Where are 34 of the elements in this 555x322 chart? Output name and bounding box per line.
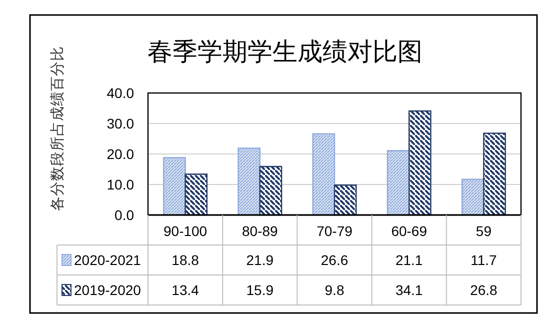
legend-label: 2019-2020 <box>74 282 142 298</box>
x-tick-label: 80-89 <box>242 223 278 239</box>
data-label: 11.7 <box>470 252 498 268</box>
bar <box>163 157 186 216</box>
y-tick-label: 0.0 <box>114 207 134 223</box>
y-tick-label: 20.0 <box>106 146 134 162</box>
x-tick-label: 70-79 <box>316 223 353 239</box>
y-tick-label: 40.0 <box>106 85 134 101</box>
data-label: 34.1 <box>395 282 423 298</box>
bar <box>259 166 282 216</box>
bar <box>408 110 432 216</box>
x-tick-label: 59 <box>476 223 492 239</box>
bar <box>483 132 506 216</box>
legend-label: 2020-2021 <box>74 252 142 268</box>
bar <box>238 148 260 216</box>
bar <box>184 174 208 216</box>
y-tick-label: 10.0 <box>106 176 134 192</box>
data-label: 26.8 <box>470 282 498 298</box>
bar <box>312 133 336 216</box>
data-label: 18.8 <box>172 252 200 268</box>
data-label: 21.1 <box>395 252 423 268</box>
bar <box>334 184 357 216</box>
data-label: 15.9 <box>246 282 274 298</box>
data-label: 26.6 <box>320 252 348 268</box>
data-label: 9.8 <box>324 282 344 298</box>
chart-title: 春季学期学生成绩对比图 <box>148 38 422 66</box>
bar <box>461 178 484 216</box>
data-label: 21.9 <box>246 252 274 268</box>
x-tick-label: 90-100 <box>164 223 208 239</box>
x-tick-label: 60-69 <box>391 223 428 239</box>
data-label: 13.4 <box>172 282 200 298</box>
y-axis-title: 各分数段所占成绩百分比 <box>49 46 66 211</box>
bar <box>386 150 410 216</box>
y-tick-label: 30.0 <box>106 116 134 132</box>
